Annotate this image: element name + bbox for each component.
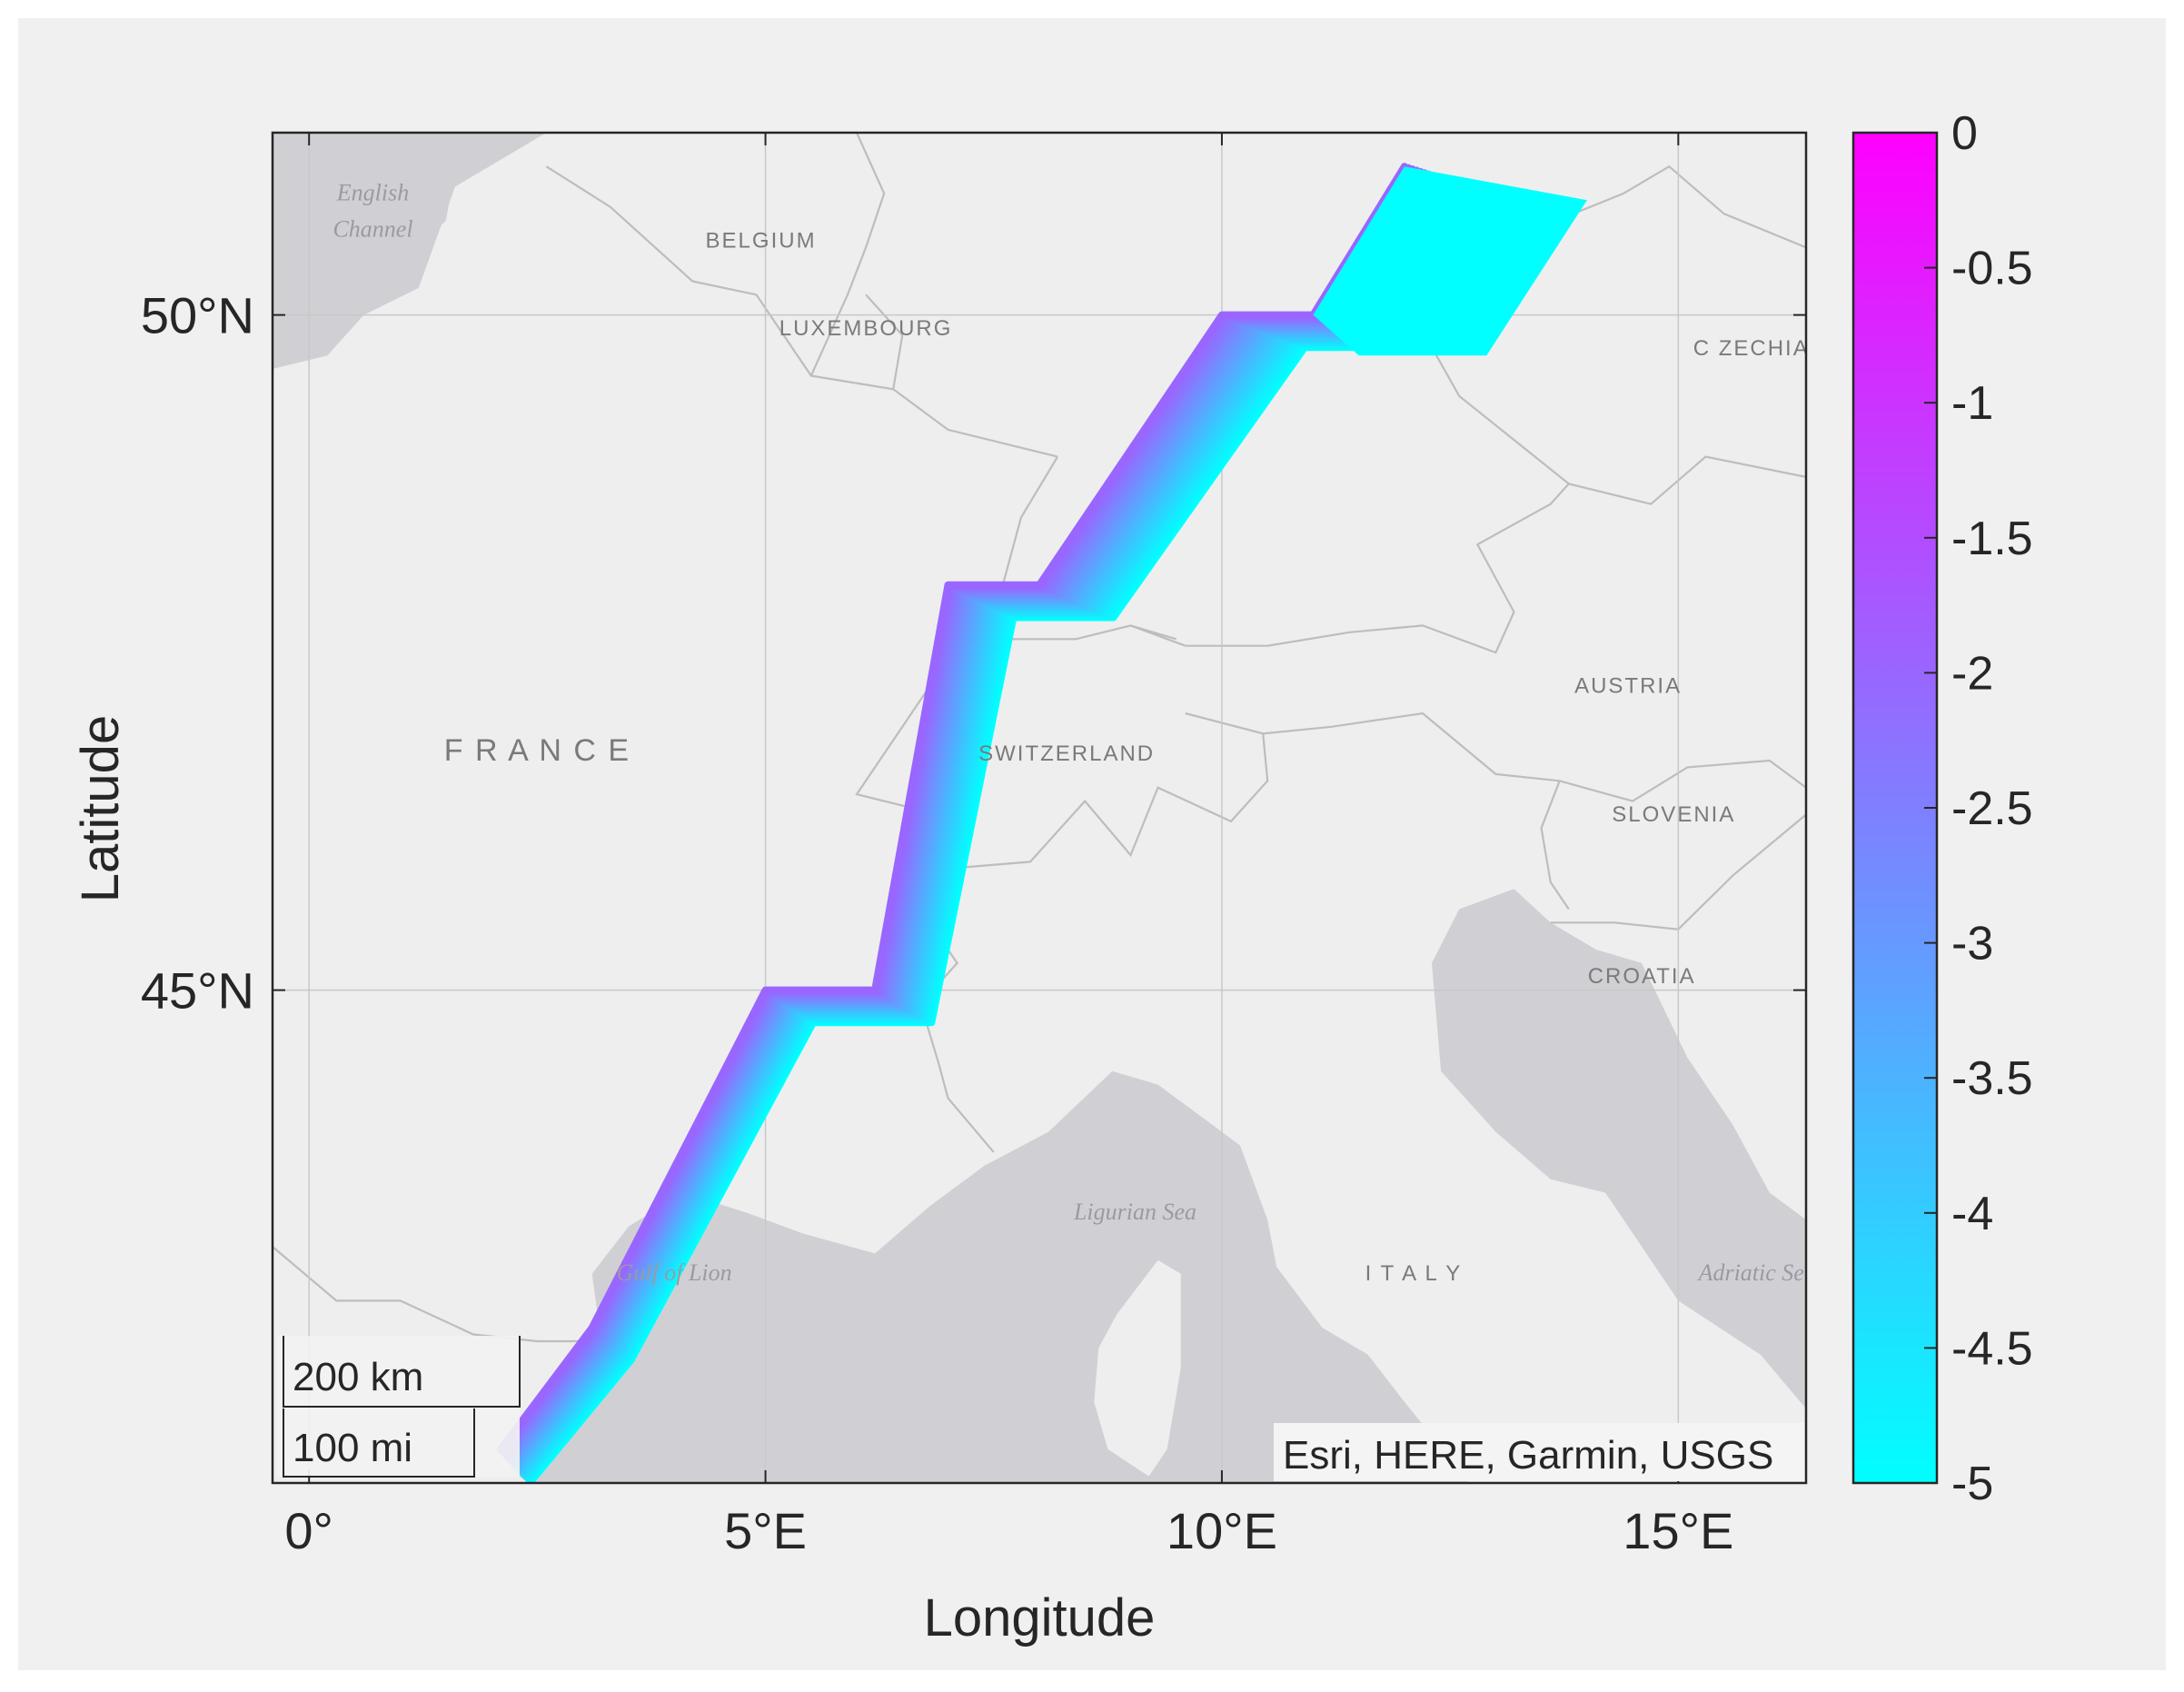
colorbar-tick-label: 0 <box>1951 107 1978 160</box>
x-tick-label: 0° <box>284 1502 333 1559</box>
border-germany-swiss-lake <box>1130 624 1177 641</box>
country-label: F R A N C E <box>444 733 630 768</box>
scale-bar-mi-line <box>283 1408 475 1478</box>
attribution-box: Esri, HERE, Garmin, USGS <box>1274 1423 1804 1481</box>
colorbar-tick-label: -0.5 <box>1951 243 2033 295</box>
x-tick-label: 5°E <box>724 1502 807 1559</box>
map-figure: BELGIUM LUXEMBOURG F R A N C E SWITZERLAND C… <box>71 107 2033 1647</box>
y-tick-label: 50°N <box>141 287 254 344</box>
y-axis-label: Latitude <box>71 715 130 902</box>
english-channel-coast <box>273 133 547 369</box>
border-swiss-north <box>993 624 1186 647</box>
x-axis-label: Longitude <box>924 1588 1156 1647</box>
colorbar-tick-label: -2.5 <box>1951 782 2033 835</box>
colorbar-tick-label: -4 <box>1951 1188 1993 1240</box>
country-label: SWITZERLAND <box>978 741 1155 766</box>
scale-bar-mi: 100 mi <box>293 1426 412 1470</box>
scale-bar-km-line <box>283 1336 521 1408</box>
water-label: Ligurian Sea <box>1073 1199 1196 1225</box>
water-label: Adriatic Se <box>1697 1259 1804 1286</box>
colorbar-ticks: 0 -0.5 -1 -1.5 -2 -2.5 -3 -3.5 -4 -4.5 -5 <box>1924 107 2033 1510</box>
border-belgium-luxembourg <box>809 133 886 376</box>
country-label: AUSTRIA <box>1574 674 1682 699</box>
border-france-belgium <box>545 165 1058 458</box>
scale-bar-km: 200 km <box>293 1355 423 1399</box>
colorbar-tick-label: -3.5 <box>1951 1052 2033 1105</box>
corsica-outline <box>1094 1259 1181 1477</box>
country-label: SLOVENIA <box>1612 802 1735 827</box>
mediterranean-sea-water <box>510 1070 1469 1483</box>
border-belgium-nl <box>619 133 630 134</box>
water-layer <box>273 133 1806 1483</box>
country-label: BELGIUM <box>706 228 817 253</box>
colorbar-tick-label: -3 <box>1951 918 1993 970</box>
border-france-spain <box>273 1246 601 1343</box>
border-austria-slovenia <box>1559 759 1806 802</box>
route-swath-tail <box>1313 166 1587 356</box>
water-label: English <box>336 179 409 205</box>
border-luxembourg-germany <box>865 294 904 390</box>
map-panel[interactable]: BELGIUM LUXEMBOURG F R A N C E SWITZERLAND C… <box>273 119 1810 1483</box>
colorbar-tick-label: -4.5 <box>1951 1322 2033 1375</box>
y-tick-label: 45°N <box>141 962 254 1020</box>
scale-bar: 200 km 100 mi <box>278 1336 521 1478</box>
water-label: Gulf of Lion <box>617 1259 732 1286</box>
border-austria-italy <box>1263 712 1560 782</box>
water-label: Channel <box>333 215 412 242</box>
country-label: C ZECHIA <box>1693 336 1810 361</box>
country-label: LUXEMBOURG <box>779 316 953 341</box>
route-swath-line <box>497 163 1408 1453</box>
border-swiss-italy <box>948 712 1269 870</box>
graticule-grid <box>273 133 1806 1483</box>
figure-background: BELGIUM LUXEMBOURG F R A N C E SWITZERLAND C… <box>18 18 2166 1670</box>
colorbar-tick-label: -1 <box>1951 377 1993 430</box>
country-label: CROATIA <box>1588 964 1696 989</box>
axis-ticks: 0° 5°E 10°E 15°E 45°N 50°N <box>141 133 1806 1559</box>
x-tick-label: 10°E <box>1166 1502 1277 1559</box>
colorbar-tick-label: -1.5 <box>1951 513 2033 565</box>
colorbar-tick-label: -2 <box>1951 647 1993 700</box>
country-label: I T A L Y <box>1365 1261 1463 1286</box>
border-italy-slovenia <box>1540 780 1570 911</box>
attribution-text: Esri, HERE, Garmin, USGS <box>1283 1433 1773 1478</box>
colorbar-tick-label: -5 <box>1951 1458 1993 1510</box>
colorbar-gradient <box>1851 131 1939 1485</box>
adriatic-sea-water <box>1432 889 1806 1409</box>
map-labels: BELGIUM LUXEMBOURG F R A N C E SWITZERLAND C… <box>333 179 1810 1286</box>
x-tick-label: 15°E <box>1623 1502 1733 1559</box>
colorbar: 0 -0.5 -1 -1.5 -2 -2.5 -3 -3.5 -4 -4.5 -5 <box>1851 107 2033 1510</box>
axes-frame <box>271 131 1808 1485</box>
route-swath <box>497 163 1587 1483</box>
border-austria-germany <box>1185 483 1570 654</box>
